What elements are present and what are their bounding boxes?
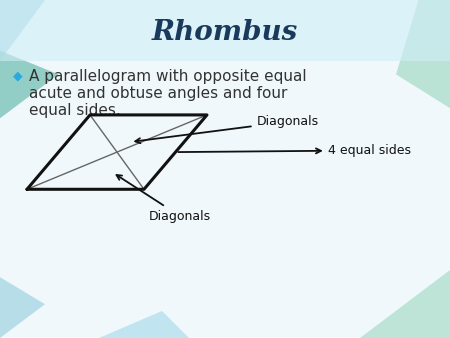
Polygon shape: [360, 270, 450, 338]
Polygon shape: [0, 277, 45, 338]
Text: A parallelogram with opposite equal: A parallelogram with opposite equal: [29, 69, 307, 84]
FancyBboxPatch shape: [0, 0, 450, 61]
Polygon shape: [396, 0, 450, 108]
Text: acute and obtuse angles and four: acute and obtuse angles and four: [29, 86, 288, 101]
Text: Rhombus: Rhombus: [152, 19, 298, 46]
Text: Diagonals: Diagonals: [117, 175, 211, 222]
Polygon shape: [0, 0, 45, 61]
Text: equal sides.: equal sides.: [29, 103, 121, 118]
Polygon shape: [99, 311, 189, 338]
Polygon shape: [0, 51, 58, 118]
Text: ◆: ◆: [13, 69, 23, 82]
Text: Diagonals: Diagonals: [135, 115, 319, 143]
Text: 4 equal sides: 4 equal sides: [178, 144, 411, 157]
